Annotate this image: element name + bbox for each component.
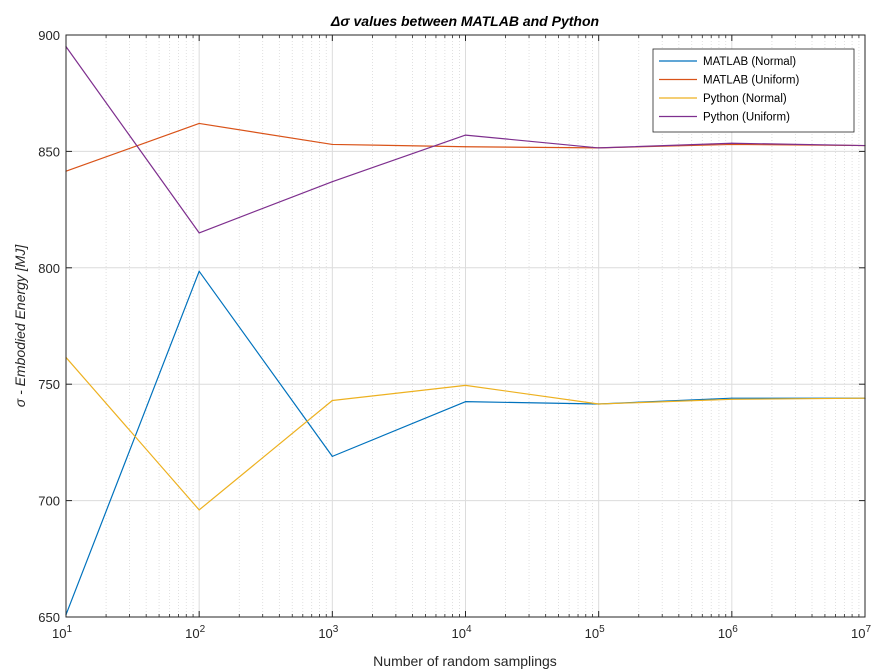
data-point xyxy=(464,146,467,148)
y-tick-label: 700 xyxy=(38,494,60,509)
x-tick-label: 104 xyxy=(451,624,471,641)
x-tick-label-exponent: 5 xyxy=(599,624,605,635)
x-tick-label: 107 xyxy=(851,624,871,641)
data-point xyxy=(198,270,200,272)
data-point xyxy=(198,122,200,125)
data-point xyxy=(331,455,333,457)
chart-title: Δσ values between MATLAB and Python xyxy=(330,13,599,29)
data-point xyxy=(464,401,467,403)
y-axis-title: σ - Embodied Energy [MJ] xyxy=(12,244,28,408)
legend-label: MATLAB (Normal) xyxy=(703,56,796,68)
y-tick-label: 800 xyxy=(38,261,60,276)
y-axis-title-symbol: σ xyxy=(12,398,28,407)
x-tick-label-base: 10 xyxy=(185,626,199,641)
data-point xyxy=(731,143,733,146)
legend-label: MATLAB (Uniform) xyxy=(703,75,799,87)
data-point xyxy=(731,398,733,400)
x-tick-label-base: 10 xyxy=(52,626,66,641)
x-tick-label-base: 10 xyxy=(451,626,465,641)
legend-box xyxy=(652,48,855,133)
x-tick-label-exponent: 7 xyxy=(865,624,871,635)
legend-label: Python (Uniform) xyxy=(703,112,790,124)
chart-title-symbol: Δσ xyxy=(330,13,350,29)
data-point xyxy=(731,397,733,399)
y-axis-title-text: - Embodied Energy [MJ] xyxy=(12,244,28,399)
x-tick-label-exponent: 2 xyxy=(200,624,206,635)
x-tick-label-base: 10 xyxy=(318,626,332,641)
x-tick-label: 105 xyxy=(585,624,605,641)
data-point xyxy=(331,181,333,183)
chart-title-text: values between MATLAB and Python xyxy=(350,13,599,29)
y-tick-label: 750 xyxy=(38,377,60,392)
x-tick-label-base: 10 xyxy=(585,626,599,641)
data-point xyxy=(198,232,200,234)
x-tick-label-base: 10 xyxy=(718,626,732,641)
axis-ticks xyxy=(65,34,866,618)
x-tick-label: 101 xyxy=(52,624,72,641)
x-axis-title: Number of random samplings xyxy=(373,653,557,669)
x-tick-label: 106 xyxy=(718,624,738,641)
x-tick-label-exponent: 4 xyxy=(466,624,472,635)
x-tick-label: 103 xyxy=(318,624,338,641)
x-tick-labels: 101 102 103 104 105 106 107 xyxy=(52,624,871,641)
data-point xyxy=(331,143,333,146)
x-tick-label-exponent: 6 xyxy=(732,624,738,635)
x-tick-label-exponent: 3 xyxy=(333,624,339,635)
data-point xyxy=(598,147,600,149)
legend: MATLAB (Normal) MATLAB (Uniform) Python (N… xyxy=(652,48,855,133)
data-point xyxy=(464,384,467,386)
x-tick-label-base: 10 xyxy=(851,626,865,641)
x-tick-label-exponent: 1 xyxy=(66,624,72,635)
data-point xyxy=(198,509,200,511)
data-point xyxy=(331,399,333,402)
data-point xyxy=(731,142,733,144)
legend-label: Python (Normal) xyxy=(703,93,787,105)
y-tick-label: 900 xyxy=(38,28,60,43)
y-tick-label: 650 xyxy=(38,610,60,625)
x-tick-label: 102 xyxy=(185,624,205,641)
data-point xyxy=(598,403,600,405)
y-tick-labels: 650 700 750 800 850 900 xyxy=(38,28,60,625)
data-point xyxy=(464,134,467,136)
y-tick-label: 850 xyxy=(38,144,60,159)
series-lines xyxy=(65,46,866,616)
